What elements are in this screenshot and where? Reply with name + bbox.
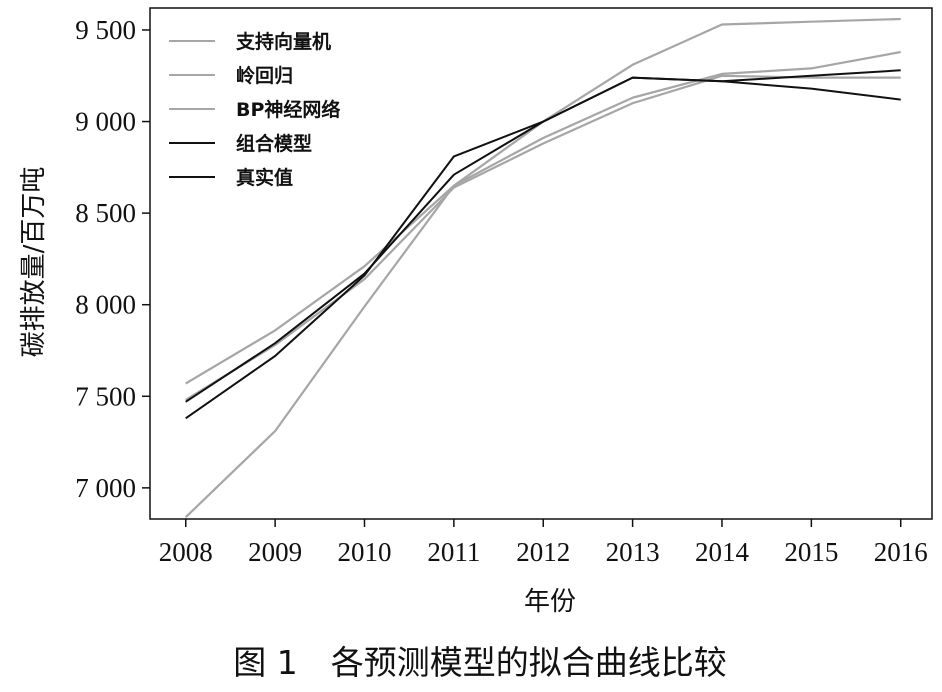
series-line-0 [184, 17, 901, 518]
y-axis-title: 碳排放量/百万吨 [19, 167, 49, 358]
x-tick-label: 2015 [784, 537, 838, 567]
x-tick-label: 2014 [695, 537, 750, 567]
x-axis-title: 年份 [524, 587, 576, 617]
series-line-4 [185, 76, 901, 420]
legend-label: BP神经网络 [236, 98, 340, 121]
legend-label: 组合模型 [236, 132, 312, 155]
y-tick-label: 8 500 [75, 198, 136, 228]
x-tick-label: 2016 [874, 537, 928, 567]
x-tick-label: 2011 [427, 537, 480, 567]
figure-caption: 图 1 各预测模型的拟合曲线比较 [233, 643, 727, 682]
legend-label: 支持向量机 [235, 30, 331, 53]
x-tick-label: 2009 [248, 537, 302, 567]
y-tick-label: 9 500 [75, 15, 136, 45]
x-tick-label: 2012 [516, 537, 570, 567]
x-axis: 2008 2009 2010 2011 2012 2013 2014 2015 2016 [159, 519, 928, 567]
series-lines [184, 17, 901, 518]
y-tick-label: 9 000 [75, 107, 136, 137]
y-tick-label: 7 000 [75, 473, 136, 503]
legend-label: 真实值 [236, 166, 293, 189]
plot-frame [149, 7, 933, 520]
y-axis: 7 000 7 500 8 000 8 500 9 000 9 500 [75, 15, 150, 503]
x-tick-label: 2013 [606, 537, 660, 567]
y-tick-label: 8 000 [75, 290, 136, 320]
x-tick-label: 2008 [159, 537, 213, 567]
x-tick-label: 2010 [337, 537, 391, 567]
series-line-1 [185, 50, 901, 385]
legend-label: 岭回归 [236, 64, 293, 87]
series-line-2 [185, 74, 901, 401]
y-tick-label: 7 500 [75, 381, 136, 411]
